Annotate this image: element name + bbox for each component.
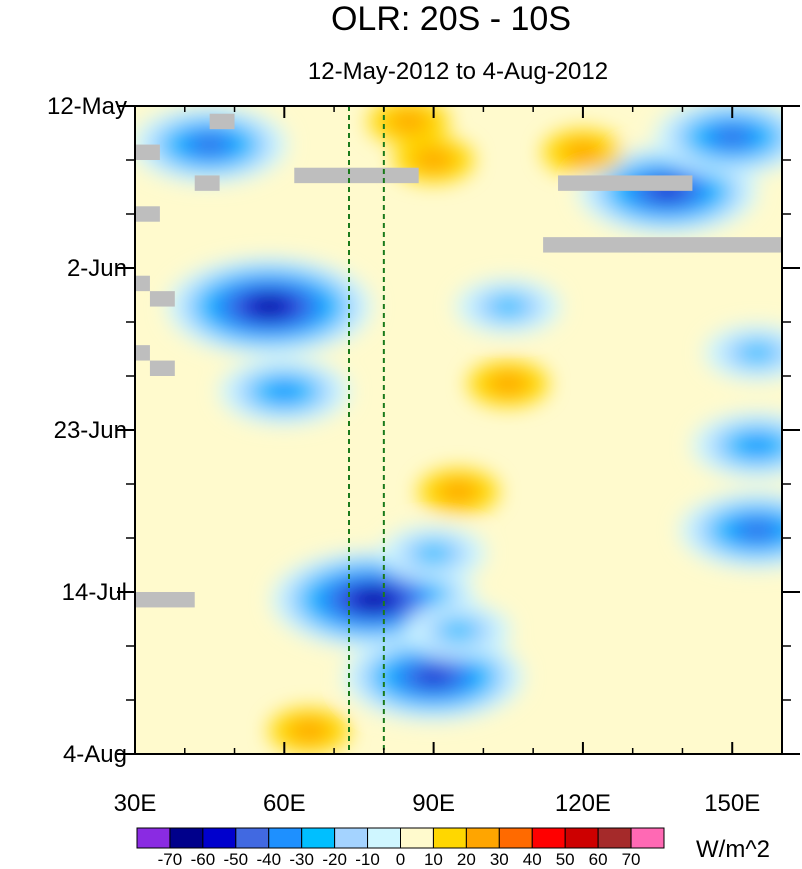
colorbar-label: -60 xyxy=(191,850,216,869)
colorbar-label: 0 xyxy=(396,850,405,869)
colorbar-swatch xyxy=(202,827,237,849)
chart-title: OLR: 20S - 10S xyxy=(331,0,571,38)
x-axis: 30E 60E 90E 120E 150E xyxy=(114,106,760,817)
olr-feature-1 xyxy=(166,257,373,356)
olr-contour-level xyxy=(716,129,748,145)
olr-contour-level xyxy=(488,372,529,396)
colorbar-label: 70 xyxy=(622,850,641,869)
olr-contour-level xyxy=(288,719,330,743)
colorbar: -70 -60 -50 -40 -30 -20 -10 0 10 20 30 40 50 60 70 xyxy=(136,827,665,869)
olr-feature-0 xyxy=(135,106,288,184)
olr-contour-level xyxy=(415,544,452,563)
olr-feature-16 xyxy=(467,361,549,407)
olr-field-blobs xyxy=(135,106,782,754)
colorbar-label: 10 xyxy=(424,850,443,869)
colorbar-label: 30 xyxy=(490,850,509,869)
y-axis: 12-May 2-Jun 23-Jun 14-Jul 4-Aug xyxy=(47,93,800,768)
y-tick-label: 14-Jul xyxy=(62,579,127,606)
olr-contour-level xyxy=(438,480,479,504)
colorbar-swatch xyxy=(597,827,632,849)
colorbar-label: -70 xyxy=(158,850,183,869)
olr-contour-level xyxy=(359,592,389,607)
missing-data-bar xyxy=(543,237,782,253)
olr-feature-12 xyxy=(704,324,782,381)
missing-data-bar xyxy=(194,175,220,191)
olr-contour-level xyxy=(562,140,604,164)
colorbar-units: W/m^2 xyxy=(696,836,770,863)
colorbar-swatch xyxy=(334,827,369,849)
colorbar-label: -10 xyxy=(355,850,380,869)
colorbar-label: 60 xyxy=(589,850,608,869)
olr-contour-level xyxy=(418,669,449,685)
colorbar-swatch xyxy=(136,827,171,849)
olr-feature-13 xyxy=(368,106,450,145)
colorbar-swatch xyxy=(400,827,434,849)
x-tick-label: 120E xyxy=(555,790,611,817)
y-tick-label: 4-Aug xyxy=(63,741,127,768)
olr-contour-level xyxy=(739,343,775,363)
colorbar-swatch xyxy=(432,827,467,849)
missing-data-bar xyxy=(294,167,419,184)
olr-contour-level xyxy=(267,383,301,400)
missing-data-bar xyxy=(135,275,150,292)
colorbar-swatch xyxy=(301,827,336,849)
missing-data-bar xyxy=(149,360,175,376)
colorbar-label: -50 xyxy=(224,850,249,869)
colorbar-label: 40 xyxy=(523,850,542,869)
colorbar-swatch xyxy=(169,827,204,849)
olr-feature-10 xyxy=(691,412,782,479)
missing-data-bar xyxy=(135,592,195,608)
missing-data-bar xyxy=(558,175,693,191)
missing-data-bar xyxy=(135,345,150,361)
x-tick-label: 90E xyxy=(412,790,455,817)
olr-feature-14 xyxy=(418,469,499,515)
olr-feature-11 xyxy=(679,491,782,569)
olr-contour-level xyxy=(254,299,285,314)
olr-contour-level xyxy=(194,136,226,153)
missing-data-bar xyxy=(135,206,160,222)
olr-feature-9 xyxy=(654,106,782,176)
missing-data-bar xyxy=(209,113,235,130)
olr-feature-7 xyxy=(405,602,512,659)
y-tick-label: 2-Jun xyxy=(67,255,127,282)
colorbar-label: -40 xyxy=(256,850,281,869)
colorbar-swatch xyxy=(531,827,566,849)
olr-feature-17 xyxy=(542,129,624,175)
colorbar-label: -30 xyxy=(289,850,314,869)
olr-contour-level xyxy=(440,621,477,640)
olr-contour-level xyxy=(490,297,526,316)
olr-contour-level xyxy=(388,110,429,133)
y-tick-label: 12-May xyxy=(47,93,127,120)
missing-data-layer xyxy=(135,113,782,608)
colorbar-label: -20 xyxy=(322,850,347,869)
olr-feature-5 xyxy=(380,525,487,582)
olr-feature-6 xyxy=(455,278,562,335)
colorbar-label: 50 xyxy=(556,850,575,869)
missing-data-bar xyxy=(149,291,175,307)
colorbar-swatch xyxy=(465,827,500,849)
colorbar-swatch xyxy=(564,827,599,849)
olr-contour-level xyxy=(413,148,454,172)
x-tick-label: 30E xyxy=(114,790,157,817)
olr-feature-2 xyxy=(218,358,350,425)
olr-field xyxy=(135,106,782,754)
missing-data-bar xyxy=(135,144,160,160)
reference-lines xyxy=(348,106,385,754)
colorbar-label: 20 xyxy=(457,850,476,869)
olr-feature-18 xyxy=(268,708,350,754)
colorbar-swatch xyxy=(235,827,270,849)
colorbar-swatch xyxy=(268,827,303,849)
olr-contour-level xyxy=(740,437,774,454)
colorbar-swatch xyxy=(630,827,665,849)
chart-subtitle: 12-May-2012 to 4-Aug-2012 xyxy=(308,58,608,85)
colorbar-swatch xyxy=(498,827,533,849)
y-tick-label: 23-Jun xyxy=(54,417,127,444)
x-tick-label: 150E xyxy=(704,790,760,817)
colorbar-swatch xyxy=(367,827,401,849)
plot-area xyxy=(135,106,782,754)
olr-contour-level xyxy=(741,522,773,538)
x-tick-label: 60E xyxy=(263,790,306,817)
